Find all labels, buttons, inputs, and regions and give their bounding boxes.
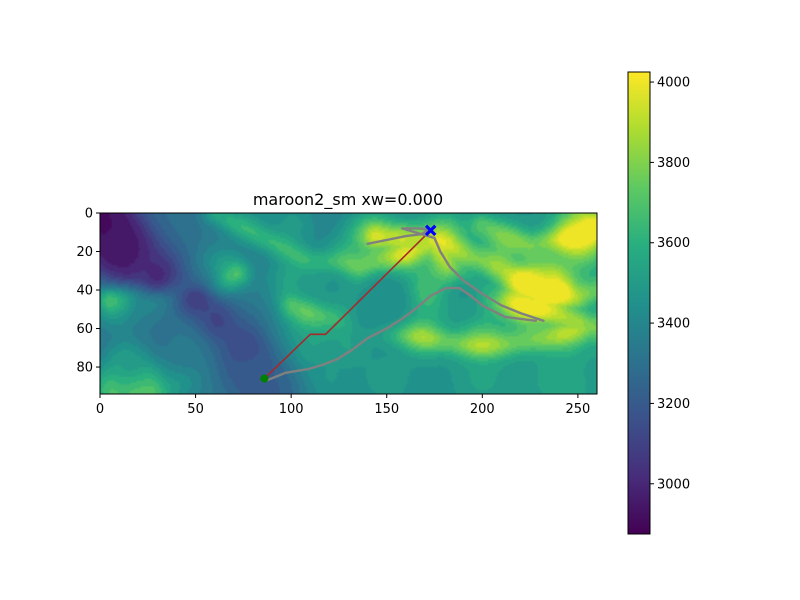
y-tick-label: 20 xyxy=(76,245,93,260)
x-tick-label: 200 xyxy=(470,402,495,417)
x-tick-label: 100 xyxy=(279,402,304,417)
paths-layer xyxy=(263,227,545,382)
y-axis: 0 20 40 60 80 xyxy=(76,207,100,376)
y-tick-label: 60 xyxy=(76,322,93,337)
colorbar-tick-label: 3000 xyxy=(657,477,690,492)
goal-marker xyxy=(424,224,437,237)
x-tick-label: 250 xyxy=(565,402,590,417)
start-marker xyxy=(260,374,269,383)
x-tick-label: 50 xyxy=(187,402,204,417)
plot-frame xyxy=(99,212,598,395)
y-tick-label: 40 xyxy=(76,284,93,299)
colorbar-tick-label: 3800 xyxy=(657,156,690,171)
search-path-2 xyxy=(265,286,537,382)
y-tick-label: 0 xyxy=(85,207,93,222)
chart-title: maroon2_sm xw=0.000 xyxy=(253,190,443,210)
x-tick-label: 150 xyxy=(374,402,399,417)
colorbar-tick-label: 4000 xyxy=(657,76,690,91)
colorbar-frame xyxy=(627,71,651,535)
x-tick-label: 0 xyxy=(96,402,104,417)
colorbar-tick-label: 3600 xyxy=(657,236,690,251)
colorbar-tick-label: 3200 xyxy=(657,397,690,412)
y-tick-label: 80 xyxy=(76,361,93,376)
x-axis: 0 50 100 150 200 250 xyxy=(96,394,590,417)
markers-layer xyxy=(260,224,437,383)
colorbar-tick-label: 3400 xyxy=(657,317,690,332)
colorbar-gradient xyxy=(628,72,650,534)
colorbar: 3000 3200 3400 3600 3800 4000 xyxy=(627,71,690,535)
search-path-1 xyxy=(366,227,545,322)
colorbar-ticks: 3000 3200 3400 3600 3800 4000 xyxy=(650,76,690,492)
terrain-heatmap xyxy=(100,213,597,394)
plot-area xyxy=(99,212,598,395)
straight-path-0 xyxy=(263,229,432,380)
